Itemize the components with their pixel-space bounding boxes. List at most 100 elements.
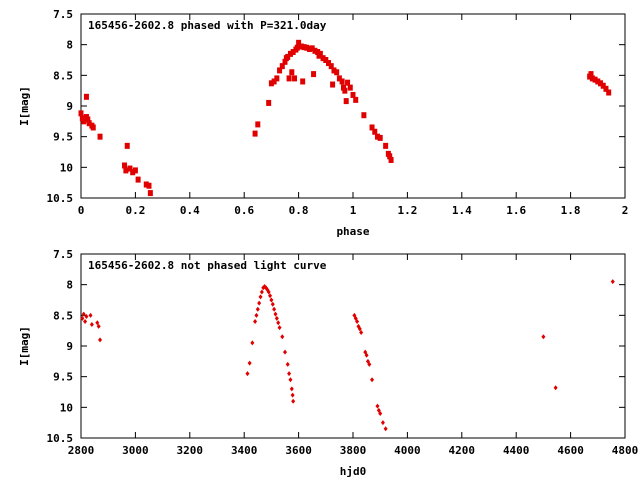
data-point [370, 377, 375, 383]
y-tick-label: 8.5 [53, 309, 73, 322]
x-tick-label: 4200 [449, 444, 476, 457]
data-point [270, 301, 275, 307]
x-tick-label: 3000 [122, 444, 149, 457]
data-point [123, 167, 129, 174]
data-point [342, 87, 348, 94]
data-point [290, 392, 295, 398]
data-point [122, 162, 128, 169]
data-point [301, 44, 307, 51]
data-point [272, 306, 277, 312]
x-tick-label: 3200 [177, 444, 204, 457]
data-point [245, 371, 250, 377]
x-tick-label: 4000 [394, 444, 421, 457]
data-point [355, 318, 360, 324]
x-tick-label: 1 [350, 204, 357, 217]
data-point [383, 142, 389, 149]
chart-1: 0 0.2 0.4 0.6 0.8 1 1.2 1.4 1.6 1.8 2 7.5 8 8.5 9 9.5 10… [18, 8, 628, 238]
data-point [361, 112, 367, 119]
data-point [323, 57, 329, 63]
data-point [255, 121, 261, 128]
y-tick-label: 10 [60, 161, 73, 174]
data-point [320, 55, 326, 62]
x-tick-label: 2800 [68, 444, 95, 457]
data-point [147, 190, 153, 197]
data-point [369, 124, 375, 131]
data-point [84, 314, 89, 320]
data-point [274, 315, 279, 321]
x-tick-label: 2 [622, 204, 629, 217]
x-tick-label: 1.4 [452, 204, 472, 217]
data-point [600, 82, 606, 89]
data-point [83, 318, 88, 324]
data-point [81, 311, 86, 317]
data-point [588, 71, 594, 78]
data-point [347, 84, 353, 91]
x-tick-label: 4600 [557, 444, 584, 457]
y-tick-label: 7.5 [53, 8, 73, 21]
y-tick-label: 9.5 [53, 371, 73, 384]
data-point [266, 289, 271, 295]
data-point [387, 153, 393, 160]
data-point [345, 79, 351, 86]
data-point [277, 67, 283, 74]
data-point [83, 93, 89, 100]
x-tick-label: 0.8 [289, 204, 309, 217]
data-point [277, 325, 282, 331]
data-point [283, 349, 287, 355]
y-tick-label: 10.5 [47, 192, 74, 205]
data-point [359, 330, 364, 336]
data-point [306, 45, 312, 52]
data-point [309, 45, 315, 52]
data-point [279, 63, 285, 70]
data-point [298, 43, 304, 50]
data-series [80, 279, 615, 432]
data-point [257, 300, 262, 306]
y-tick-label: 7.5 [53, 248, 73, 261]
x-axis-label: phase [336, 225, 369, 238]
data-point [374, 133, 380, 140]
data-point [289, 69, 295, 76]
y-axis-label: I[mag] [18, 326, 31, 366]
data-point [334, 69, 340, 76]
data-point [90, 124, 96, 131]
data-point [289, 386, 294, 392]
data-point [276, 320, 281, 326]
data-point [132, 167, 138, 174]
data-point [127, 165, 133, 172]
data-point [89, 322, 94, 328]
data-point [606, 89, 612, 96]
x-tick-label: 4400 [503, 444, 530, 457]
data-point [254, 312, 259, 318]
data-point [339, 78, 345, 85]
data-point [589, 75, 595, 82]
data-point [78, 110, 84, 117]
x-tick-label: 3600 [285, 444, 312, 457]
data-point [88, 312, 93, 318]
x-tick-label: 4800 [612, 444, 639, 457]
y-tick-label: 8.5 [53, 69, 73, 82]
y-tick-label: 10.5 [47, 432, 74, 445]
x-tick-label: 3800 [340, 444, 367, 457]
data-point [340, 84, 346, 91]
data-point [372, 128, 378, 135]
data-point [282, 58, 288, 65]
data-point [266, 99, 272, 106]
data-point [86, 120, 92, 127]
data-point [253, 318, 258, 324]
data-point [252, 130, 258, 137]
data-point [85, 116, 91, 123]
plot-frame [80, 13, 626, 199]
data-point [124, 142, 130, 149]
data-point [287, 50, 293, 57]
data-point [95, 320, 100, 326]
data-point [326, 60, 332, 67]
y-tick-label: 8 [66, 39, 73, 52]
data-point [377, 134, 383, 141]
data-point [288, 377, 293, 383]
data-point [250, 340, 255, 346]
data-point [81, 118, 87, 125]
data-point [388, 156, 394, 163]
data-point [595, 78, 601, 85]
